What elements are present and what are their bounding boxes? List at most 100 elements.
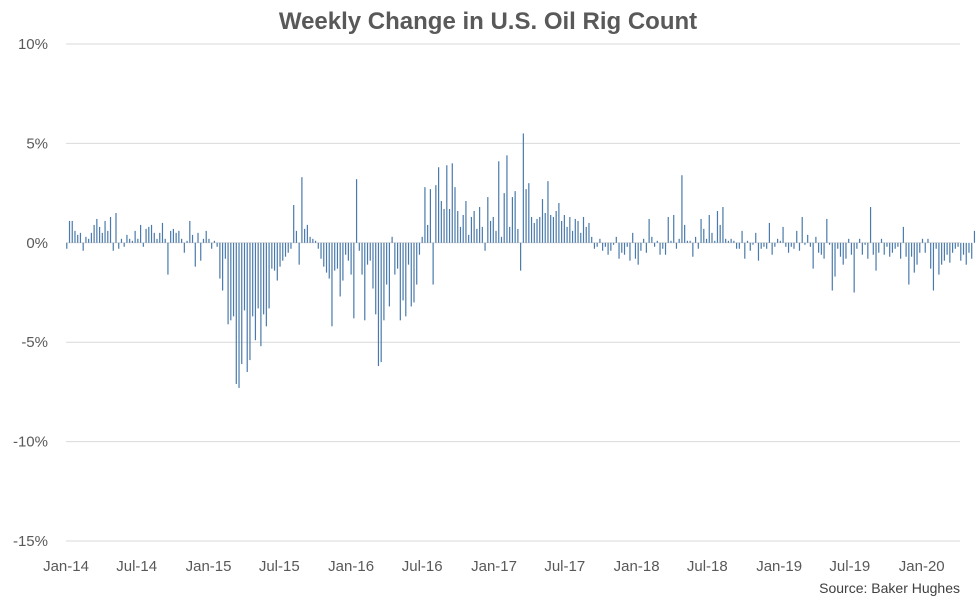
bar [777, 238, 779, 243]
bar [271, 242, 273, 269]
bar [197, 232, 199, 243]
x-tick-label: Jan-19 [756, 558, 802, 575]
bar [951, 242, 954, 253]
bar [670, 240, 672, 243]
bar [703, 228, 705, 243]
bar [711, 232, 713, 243]
bar [407, 242, 410, 265]
bar [736, 242, 738, 249]
bar [413, 242, 415, 303]
bar [514, 191, 516, 243]
bar [864, 242, 866, 245]
bar [700, 218, 702, 243]
bar [90, 232, 92, 243]
x-tick-label: Jan-15 [186, 558, 232, 575]
bar [643, 238, 645, 243]
bar [850, 242, 853, 255]
bar [908, 242, 910, 285]
bar [591, 236, 593, 243]
bar [503, 193, 505, 243]
bar [386, 242, 388, 285]
bar [705, 238, 708, 243]
y-tick-label: 0% [26, 235, 48, 252]
bar [763, 242, 765, 247]
bar [243, 242, 246, 311]
bar [938, 242, 940, 275]
bar [241, 242, 243, 365]
bar [282, 242, 284, 261]
bar [525, 189, 527, 243]
bar [607, 242, 609, 255]
bar [159, 232, 161, 243]
bar [539, 216, 541, 243]
bar [470, 216, 472, 243]
bar [910, 242, 913, 257]
bar [383, 242, 385, 321]
bar [561, 220, 563, 243]
bar [284, 242, 287, 257]
bar [331, 242, 333, 327]
bar [897, 242, 899, 247]
bar [189, 220, 191, 243]
bar [306, 224, 308, 243]
bar [129, 238, 131, 243]
bar [768, 222, 770, 243]
bar [533, 222, 535, 243]
bar [224, 242, 226, 259]
bar [416, 242, 418, 285]
bar [563, 214, 565, 243]
bar [809, 242, 812, 247]
bar [66, 242, 68, 249]
bar [375, 242, 377, 315]
bar [536, 218, 538, 243]
bar [815, 236, 817, 243]
bar [623, 242, 626, 255]
y-tick-label: -5% [21, 334, 48, 351]
bar [336, 242, 339, 269]
bar [547, 181, 549, 243]
bar [889, 242, 891, 257]
bar [391, 236, 393, 243]
bar [935, 242, 937, 249]
bar [927, 238, 929, 243]
source-note: Source: Baker Hughes [819, 580, 960, 596]
bar [252, 242, 254, 317]
bar [637, 242, 639, 265]
bar [93, 224, 95, 243]
bar [550, 214, 552, 243]
bar [886, 242, 888, 247]
bar [257, 242, 259, 309]
bar [859, 238, 861, 243]
bar [304, 228, 306, 243]
bar [118, 242, 120, 249]
x-tick-label: Jul-18 [687, 558, 728, 575]
bar [361, 242, 363, 275]
bar [334, 242, 336, 271]
bar [317, 242, 319, 249]
x-tick-label: Jan-18 [614, 558, 660, 575]
bar [869, 207, 872, 243]
bar [760, 242, 762, 249]
bar [618, 242, 620, 259]
bar [438, 167, 440, 243]
bar [314, 240, 317, 243]
bar [347, 242, 349, 261]
gridlines [66, 43, 960, 542]
bar [555, 210, 557, 243]
bar [68, 220, 71, 243]
bar [457, 210, 459, 243]
bar [276, 242, 278, 281]
bar [202, 238, 205, 243]
bar [580, 232, 582, 243]
bar [678, 238, 680, 243]
bar [153, 232, 155, 243]
bar [109, 216, 112, 243]
bar [662, 242, 664, 249]
bar [440, 201, 442, 243]
bar [520, 242, 522, 271]
bar [145, 228, 147, 243]
bar [741, 230, 743, 243]
bar [495, 230, 497, 243]
bar [924, 242, 926, 253]
bar [454, 187, 456, 243]
